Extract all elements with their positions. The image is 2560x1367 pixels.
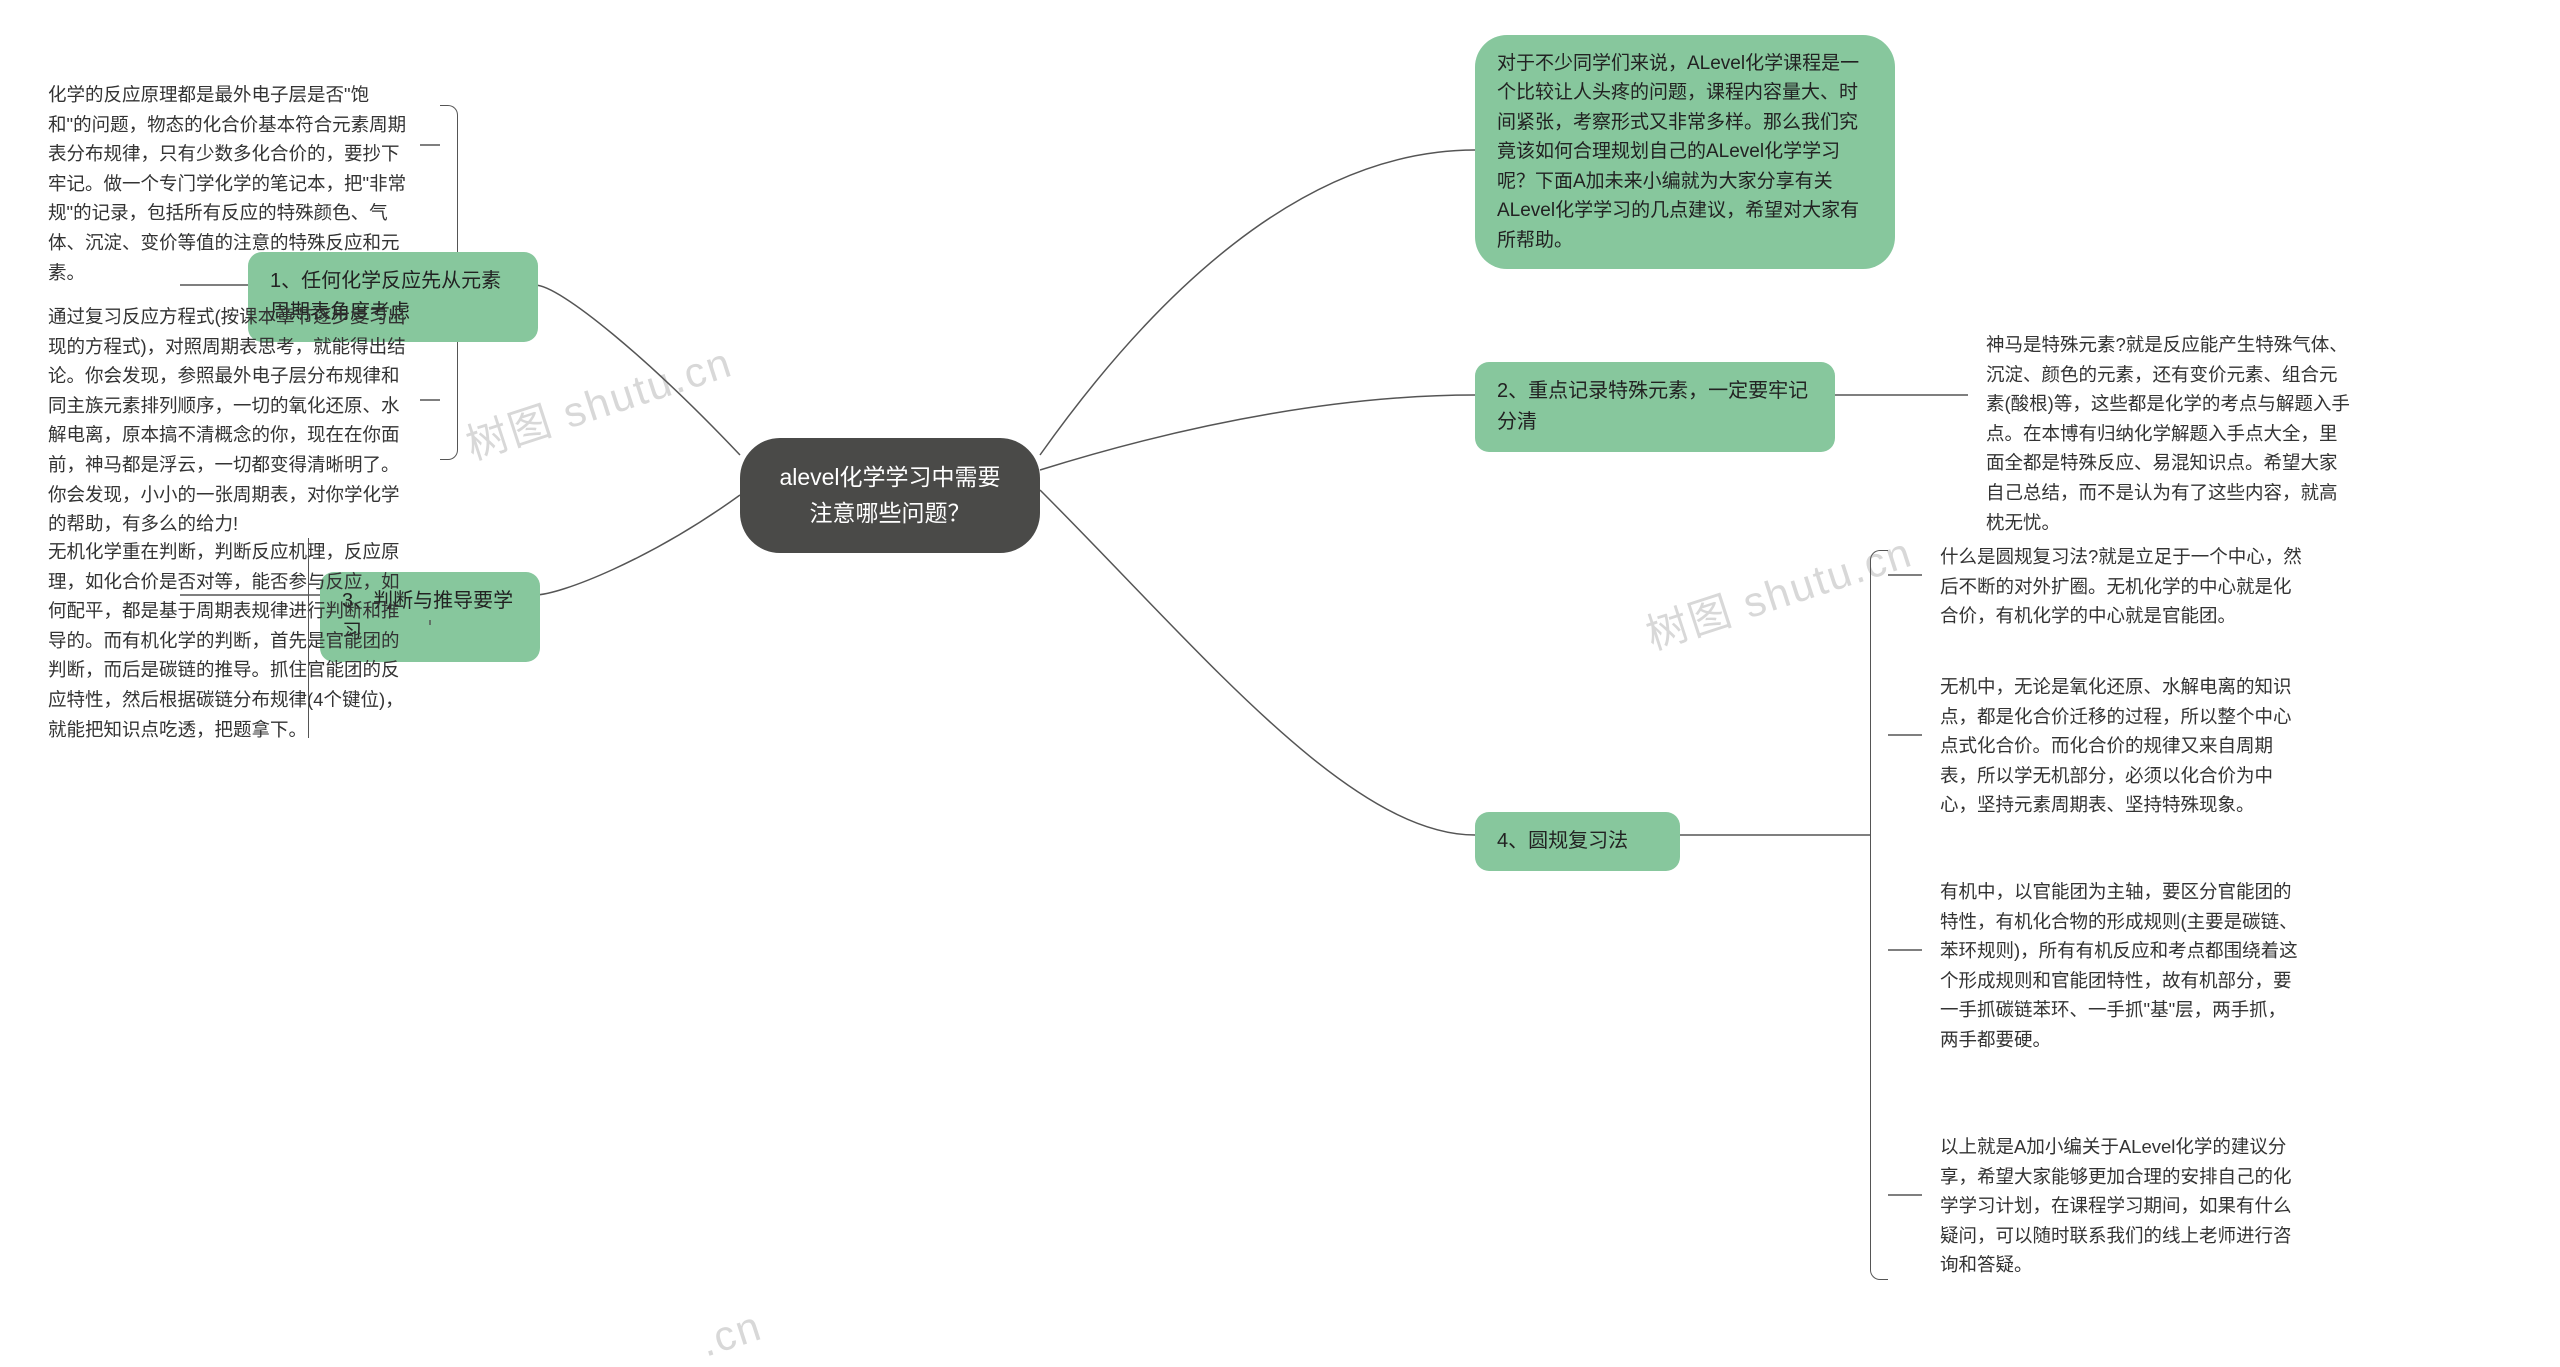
branch-4-leaf-1: 什么是圆规复习法?就是立足于一个中心，然后不断的对外扩圈。无机化学的中心就是化合…: [1922, 530, 2322, 643]
branch-4: 4、圆规复习法: [1475, 812, 1680, 871]
branch-3-leaf: 无机化学重在判断，判断反应机理，反应原理，如化合价是否对等，能否参与反应，如何配…: [30, 525, 425, 756]
branch-2: 2、重点记录特殊元素，一定要牢记分清: [1475, 362, 1835, 452]
bracket-b4: [1870, 550, 1888, 1280]
bracket-b3: [295, 538, 309, 738]
watermark: 树图 shutu.cn: [457, 329, 739, 472]
center-node: alevel化学学习中需要注意哪些问题？: [740, 438, 1040, 553]
branch-1-leaf-2: 通过复习反应方程式(按课本章节逐步复习出现的方程式)，对照周期表思考，就能得出结…: [30, 290, 425, 551]
branch-1-leaf-1: 化学的反应原理都是最外电子层是否"饱和"的问题，物态的化合价基本符合元素周期表分…: [30, 68, 425, 299]
branch-4-leaf-2: 无机中，无论是氧化还原、水解电离的知识点，都是化合价迁移的过程，所以整个中心点式…: [1922, 660, 2322, 832]
branch-intro: 对于不少同学们来说，ALevel化学课程是一个比较让人头疼的问题，课程内容量大、…: [1475, 35, 1895, 269]
branch-2-leaf: 神马是特殊元素?就是反应能产生特殊气体、沉淀、颜色的元素，还有变价元素、组合元素…: [1968, 318, 2368, 549]
watermark: .cn: [694, 1302, 768, 1367]
branch-4-leaf-3: 有机中，以官能团为主轴，要区分官能团的特性，有机化合物的形成规则(主要是碳链、苯…: [1922, 865, 2322, 1067]
branch-4-leaf-4: 以上就是A加小编关于ALevel化学的建议分享，希望大家能够更加合理的安排自己的…: [1922, 1120, 2322, 1292]
